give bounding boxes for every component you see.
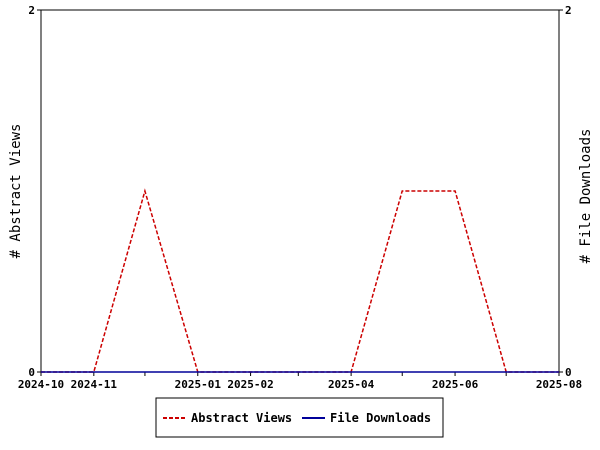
y-left-tick-label: 0: [28, 366, 35, 379]
x-tick-label: 2024-11: [71, 378, 118, 391]
legend-label-abstract-views: Abstract Views: [191, 411, 292, 425]
legend: Abstract Views File Downloads: [155, 397, 444, 438]
y-axis-right-title: # File Downloads: [578, 129, 594, 264]
y-right-tick-label: 2: [565, 4, 572, 17]
y-axis-left-title: # Abstract Views: [8, 124, 24, 259]
x-tick-label: 2025-08: [536, 378, 582, 391]
series-layer: [40, 188, 560, 373]
legend-label-file-downloads: File Downloads: [330, 411, 431, 425]
legend-box: [155, 397, 444, 438]
x-tick-label: 2025-04: [328, 378, 375, 391]
x-tick-label: 2025-01: [175, 378, 222, 391]
y-axis-left: 02: [28, 4, 41, 379]
x-axis: 2024-10 2024-11 2025-01 2025-02 2025-04 2025-…: [18, 372, 582, 391]
y-left-tick-label: 2: [28, 4, 35, 17]
x-tick-label: 2025-02: [227, 378, 273, 391]
y-right-tick-label: 0: [565, 366, 572, 379]
y-axis-right: 02: [559, 4, 572, 379]
x-tick-label: 2025-06: [432, 378, 479, 391]
x-tick-label: 2024-10: [18, 378, 64, 391]
